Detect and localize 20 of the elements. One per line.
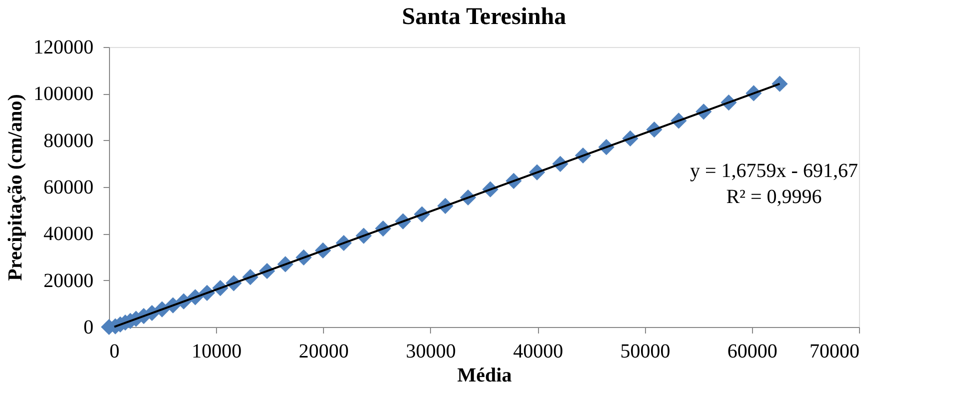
y-tick-label: 20000 (44, 270, 94, 292)
y-tick-label: 120000 (34, 36, 94, 58)
y-tick-label: 60000 (44, 176, 94, 198)
x-tick-label: 0 (110, 340, 120, 362)
y-tick-label: 80000 (44, 130, 94, 152)
x-tick-label: 60000 (727, 340, 778, 362)
x-tick-label: 20000 (298, 340, 349, 362)
y-tick-label: 100000 (34, 83, 94, 106)
x-tick-label: 70000 (810, 340, 860, 362)
chart-title: Santa Teresinha (402, 4, 566, 30)
x-axis-title: Média (457, 364, 512, 386)
x-tick-label: 10000 (192, 340, 242, 362)
y-tick-label: 0 (84, 316, 94, 338)
annotation: y = 1,6759x - 691,67 (690, 160, 858, 182)
annotation: R² = 0,9996 (726, 186, 822, 208)
y-tick-label: 40000 (44, 223, 94, 246)
x-tick-label: 40000 (513, 340, 564, 362)
x-tick-label: 30000 (406, 340, 456, 362)
x-tick-label: 50000 (620, 340, 670, 362)
y-axis-title: Precipitação (cm/ano) (4, 94, 26, 281)
